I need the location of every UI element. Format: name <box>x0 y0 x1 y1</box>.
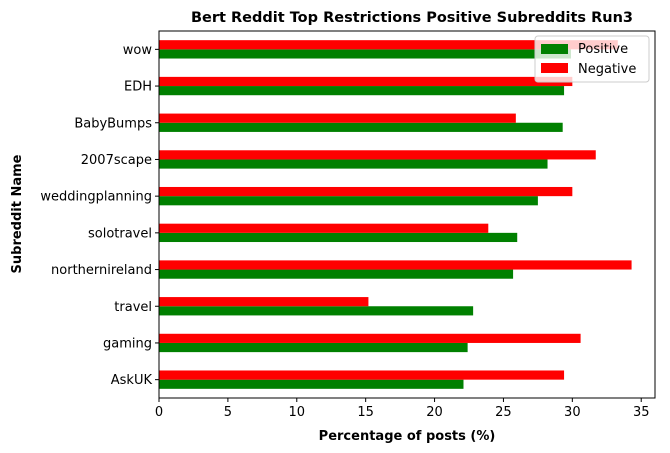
x-tick-label: 20 <box>426 405 443 420</box>
y-tick-label: travel <box>114 300 152 315</box>
bar-positive-askuk <box>159 379 464 389</box>
bar-negative-weddingplanning <box>159 186 573 197</box>
bar-positive-edh <box>159 86 565 96</box>
x-tick-label: 30 <box>564 405 581 420</box>
y-tick-label: BabyBumps <box>74 116 152 131</box>
y-tick-label: 2007scape <box>81 153 152 168</box>
y-tick-label: AskUK <box>111 373 153 388</box>
x-tick-label: 35 <box>633 405 650 420</box>
legend-label-negative: Negative <box>578 62 636 77</box>
y-tick-label: gaming <box>103 336 152 351</box>
x-tick-label: 10 <box>289 405 306 420</box>
x-tick-label: 25 <box>495 405 512 420</box>
x-axis-ticks: 0 5 10 15 20 25 30 35 <box>155 398 650 420</box>
bar-negative-askuk <box>159 370 565 380</box>
bar-positive-weddingplanning <box>159 196 538 206</box>
bar-negative-northernireland <box>159 260 632 270</box>
bar-positive-travel <box>159 306 474 316</box>
bar-negative-solotravel <box>159 223 489 233</box>
y-tick-label: solotravel <box>88 226 152 241</box>
chart-title: Bert Reddit Top Restrictions Positive Su… <box>191 10 633 26</box>
bar-positive-gaming <box>159 342 468 353</box>
bar-positive-babybumps <box>159 122 563 132</box>
legend-swatch-negative <box>541 63 568 73</box>
bar-negative-babybumps <box>159 113 516 123</box>
y-tick-label: wow <box>123 43 153 58</box>
y-axis-ticks: AskUK gaming travel northernireland solotrav… <box>40 43 159 388</box>
y-tick-label: weddingplanning <box>40 190 152 205</box>
x-axis-label: Percentage of posts (%) <box>319 429 496 444</box>
bar-negative-2007scape <box>159 150 596 160</box>
y-axis-label: Subreddit Name <box>10 154 25 273</box>
bar-negative-wow <box>159 40 618 50</box>
bar-positive-solotravel <box>159 232 518 243</box>
bar-positive-2007scape <box>159 159 548 169</box>
legend-label-positive: Positive <box>578 42 628 57</box>
legend-swatch-positive <box>541 44 568 54</box>
x-tick-label: 15 <box>357 405 374 420</box>
bar-negative-gaming <box>159 333 581 343</box>
legend: Positive Negative <box>534 35 650 83</box>
bar-negative-travel <box>159 297 369 307</box>
x-tick-label: 0 <box>155 405 163 420</box>
bar-positive-wow <box>159 49 571 59</box>
plot-frame <box>158 30 656 399</box>
bar-positive-northernireland <box>159 269 514 279</box>
y-tick-label: northernireland <box>51 263 152 278</box>
x-tick-label: 5 <box>224 405 232 420</box>
bar-negative-edh <box>159 76 573 87</box>
y-tick-label: EDH <box>124 80 152 95</box>
bars-group <box>159 40 632 389</box>
